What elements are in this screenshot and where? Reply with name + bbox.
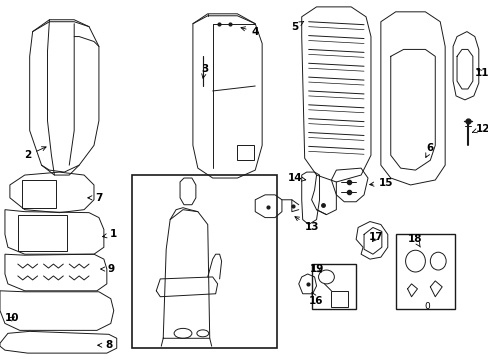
Text: 3: 3 xyxy=(201,64,208,78)
Text: 19: 19 xyxy=(309,264,323,274)
Text: 14: 14 xyxy=(287,173,305,183)
Text: 13: 13 xyxy=(294,217,318,233)
Text: 5: 5 xyxy=(290,22,303,32)
Text: 6: 6 xyxy=(425,143,433,157)
Text: 11: 11 xyxy=(473,68,488,78)
Text: 0: 0 xyxy=(424,302,429,311)
Text: 15: 15 xyxy=(369,178,392,188)
Text: 4: 4 xyxy=(241,27,258,37)
Text: 12: 12 xyxy=(471,123,488,134)
Text: 16: 16 xyxy=(309,293,323,306)
Text: 18: 18 xyxy=(407,234,422,247)
Text: 2: 2 xyxy=(24,147,46,160)
Text: 8: 8 xyxy=(98,340,112,350)
Text: 7: 7 xyxy=(88,193,102,203)
Text: 1: 1 xyxy=(102,229,117,239)
Text: 10: 10 xyxy=(4,314,19,324)
Text: 17: 17 xyxy=(368,232,383,242)
Text: 9: 9 xyxy=(101,264,114,274)
